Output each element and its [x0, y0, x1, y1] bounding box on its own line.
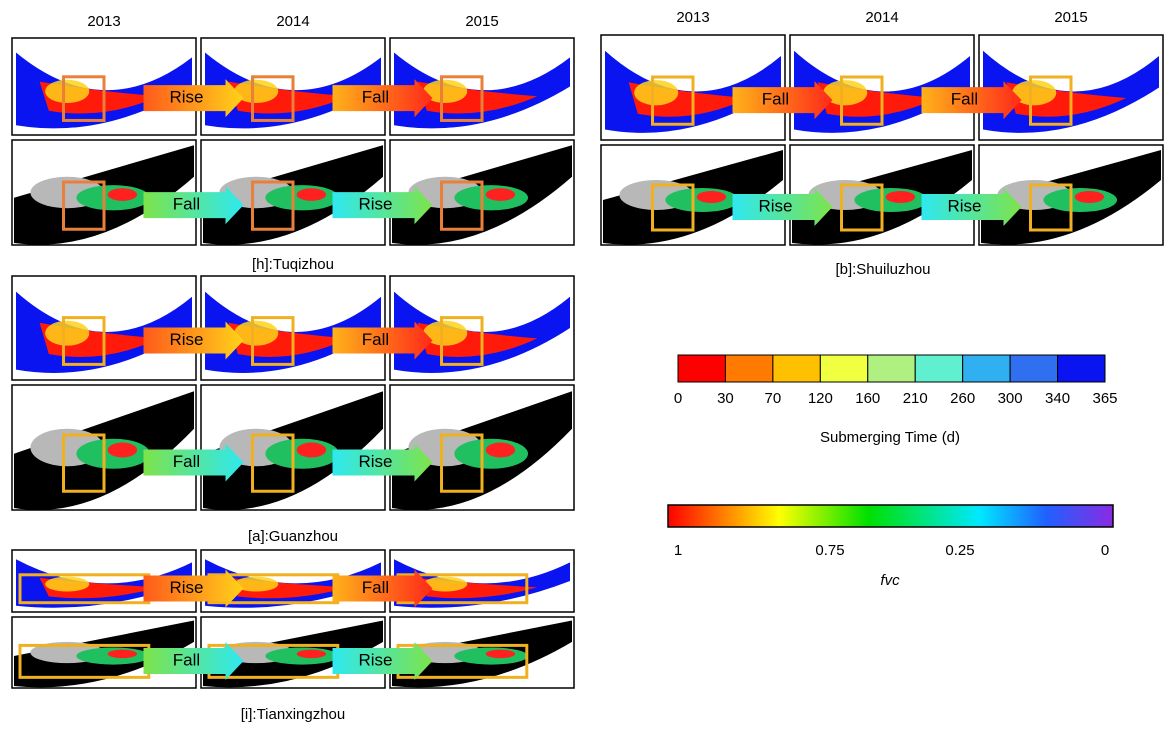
- colorbar-tick: 1: [674, 542, 682, 559]
- trend-label: Rise: [169, 88, 203, 107]
- colorbar-cell: [678, 355, 725, 382]
- colorbar-tick: 70: [765, 390, 782, 407]
- figure: 2013 2014 2015 Rise Fall Fall Rise [h]:Tuqizhou…: [0, 0, 1171, 730]
- colorbar-title: Submerging Time (d): [820, 429, 960, 446]
- site-caption: [a]:Guanzhou: [248, 528, 338, 545]
- submerge-patch: [45, 80, 89, 103]
- year-label: 2014: [865, 9, 898, 26]
- vegetation-patch: [1075, 191, 1104, 203]
- trend-label: Rise: [358, 452, 392, 471]
- trend-label: Fall: [362, 330, 389, 349]
- colorbar-tick: 300: [998, 390, 1023, 407]
- trend-label: Fall: [173, 452, 200, 471]
- trend-label: Rise: [758, 196, 792, 215]
- colorbar-tick: 160: [855, 390, 880, 407]
- trend-label: Fall: [951, 90, 978, 109]
- colorbar-tick: 30: [717, 390, 734, 407]
- vegetation-patch: [297, 650, 326, 659]
- year-label: 2015: [1054, 9, 1087, 26]
- colorbar-tick: 0: [1101, 542, 1109, 559]
- colorbar-cell: [1058, 355, 1105, 382]
- year-label: 2013: [676, 9, 709, 26]
- colorbar-tick: 340: [1045, 390, 1070, 407]
- colorbar-tick: 260: [950, 390, 975, 407]
- vegetation-patch: [486, 188, 515, 201]
- colorbar-cell: [820, 355, 867, 382]
- colorbar-title: fvc: [880, 572, 900, 589]
- colorbar-cell: [963, 355, 1010, 382]
- trend-label: Rise: [947, 196, 981, 215]
- colorbar-tick: 210: [903, 390, 928, 407]
- colorbar-cell: [868, 355, 915, 382]
- trend-label: Fall: [173, 195, 200, 214]
- colorbar-tick: 120: [808, 390, 833, 407]
- year-label: 2015: [465, 13, 498, 30]
- vegetation-patch: [486, 650, 515, 659]
- trend-label: Rise: [358, 651, 392, 670]
- colorbar-tick: 0: [674, 390, 682, 407]
- colorbar-tick: 0.75: [815, 542, 844, 559]
- trend-label: Rise: [169, 330, 203, 349]
- vegetation-patch: [108, 188, 137, 201]
- vegetation-patch: [108, 650, 137, 659]
- trend-label: Fall: [362, 578, 389, 597]
- vegetation-patch: [886, 191, 915, 203]
- trend-label: Fall: [362, 88, 389, 107]
- colorbar: [668, 505, 1113, 527]
- submerge-patch: [45, 577, 89, 592]
- trend-label: Rise: [169, 578, 203, 597]
- submerge-patch: [45, 321, 89, 346]
- trend-label: Rise: [358, 195, 392, 214]
- trend-label: Fall: [762, 90, 789, 109]
- vegetation-patch: [297, 443, 326, 458]
- colorbar-cell: [915, 355, 962, 382]
- trend-label: Fall: [173, 651, 200, 670]
- site-caption: [i]:Tianxingzhou: [241, 706, 346, 723]
- colorbar-cell: [725, 355, 772, 382]
- year-label: 2013: [87, 13, 120, 30]
- colorbar-tick: 0.25: [945, 542, 974, 559]
- submerge-patch: [634, 80, 678, 105]
- map-panel: [12, 385, 196, 510]
- colorbar-cell: [1010, 355, 1057, 382]
- vegetation-patch: [108, 443, 137, 458]
- colorbar-tick: 365: [1092, 390, 1117, 407]
- vegetation-patch: [297, 188, 326, 201]
- vegetation-patch: [697, 191, 726, 203]
- site-caption: [b]:Shuiluzhou: [835, 261, 930, 278]
- year-label: 2014: [276, 13, 309, 30]
- site-caption: [h]:Tuqizhou: [252, 256, 334, 273]
- vegetation-patch: [486, 443, 515, 458]
- colorbar-cell: [773, 355, 820, 382]
